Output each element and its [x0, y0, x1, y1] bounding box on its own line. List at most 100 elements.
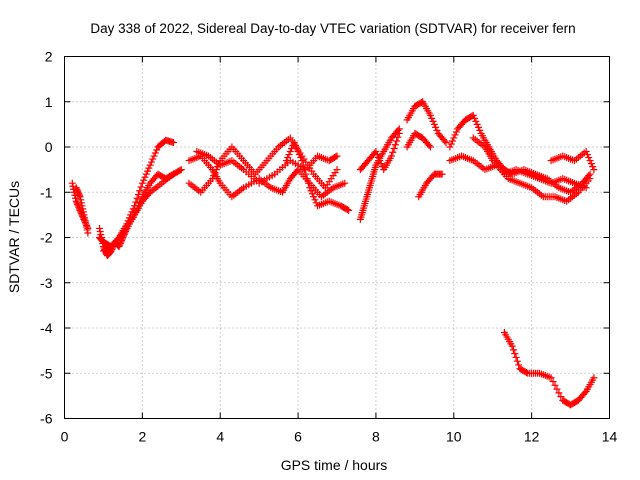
series-s18 — [547, 148, 598, 174]
data-point — [388, 152, 395, 160]
y-tick-label: 2 — [45, 49, 53, 65]
data-point — [302, 170, 310, 178]
data-point — [547, 374, 555, 382]
series-s19 — [500, 329, 598, 409]
data-point — [587, 160, 595, 168]
data-point — [442, 138, 450, 146]
data-points — [68, 98, 598, 409]
y-tick-label: -2 — [40, 230, 53, 246]
data-point — [150, 152, 158, 160]
data-point — [75, 191, 83, 199]
series-s9 — [282, 138, 353, 214]
data-point — [116, 240, 124, 248]
data-point — [582, 148, 590, 156]
data-point — [515, 361, 523, 369]
data-point — [583, 151, 591, 159]
data-point — [589, 163, 597, 171]
data-point — [212, 166, 220, 174]
x-tick-label: 12 — [524, 429, 540, 445]
series-s5 — [99, 170, 177, 255]
data-point — [76, 193, 84, 201]
data-point — [74, 188, 82, 196]
data-point — [474, 123, 482, 131]
data-point — [425, 141, 433, 149]
data-point — [293, 145, 301, 153]
data-point — [441, 137, 449, 145]
data-point — [438, 170, 446, 178]
y-tick-label: -4 — [40, 320, 53, 336]
plot-frame — [64, 56, 610, 419]
data-point — [452, 128, 460, 136]
data-point — [391, 141, 399, 149]
data-point — [297, 154, 305, 162]
data-point — [375, 154, 383, 162]
data-point — [133, 194, 141, 202]
data-point — [81, 214, 89, 222]
data-point — [168, 171, 176, 179]
data-point — [582, 184, 590, 192]
data-point — [303, 175, 311, 183]
data-point — [208, 175, 216, 183]
data-point — [72, 194, 80, 202]
data-point — [373, 151, 381, 159]
data-point — [140, 176, 148, 184]
data-point — [282, 157, 290, 165]
series-s17 — [469, 134, 590, 192]
y-tick-label: -6 — [40, 411, 53, 427]
data-point — [295, 151, 303, 159]
data-point — [429, 117, 437, 125]
data-point — [133, 205, 141, 213]
series-s10 — [356, 125, 403, 223]
series-s11 — [356, 129, 403, 174]
data-point — [508, 342, 516, 350]
data-point — [286, 148, 294, 156]
data-point — [390, 145, 398, 153]
data-point — [509, 346, 517, 354]
data-point — [141, 173, 149, 181]
data-point — [553, 385, 561, 393]
series-s8 — [193, 148, 341, 187]
data-point — [80, 211, 88, 219]
data-point — [284, 154, 292, 162]
data-point — [170, 170, 177, 178]
data-point — [79, 205, 87, 213]
data-point — [511, 350, 519, 358]
data-point — [136, 187, 144, 195]
data-point — [394, 133, 402, 141]
data-point — [96, 227, 104, 235]
data-point — [585, 154, 593, 162]
data-point — [146, 161, 154, 169]
data-point — [299, 161, 307, 169]
data-point — [73, 187, 81, 195]
data-point — [428, 114, 436, 122]
data-point — [394, 126, 402, 134]
data-point — [332, 153, 340, 161]
data-point — [72, 184, 80, 192]
data-point — [472, 117, 480, 125]
data-point — [333, 166, 341, 174]
y-tick-label: 1 — [45, 94, 53, 110]
x-tick-label: 2 — [138, 429, 146, 445]
data-point — [116, 241, 124, 249]
data-point — [581, 389, 589, 397]
data-point — [138, 179, 146, 187]
data-point — [310, 193, 318, 201]
data-point — [555, 389, 563, 397]
data-point — [84, 229, 92, 237]
data-point — [72, 197, 80, 205]
data-point — [343, 206, 351, 214]
y-tick-label: -3 — [40, 275, 53, 291]
data-point — [308, 190, 316, 198]
data-point — [177, 166, 185, 174]
data-point — [393, 137, 401, 145]
data-point — [211, 169, 219, 177]
data-point — [77, 199, 85, 207]
data-point — [96, 224, 104, 232]
data-point — [144, 167, 152, 175]
data-point — [447, 140, 455, 148]
data-point — [446, 143, 454, 151]
x-tick-label: 6 — [294, 429, 302, 445]
data-point — [345, 206, 353, 214]
